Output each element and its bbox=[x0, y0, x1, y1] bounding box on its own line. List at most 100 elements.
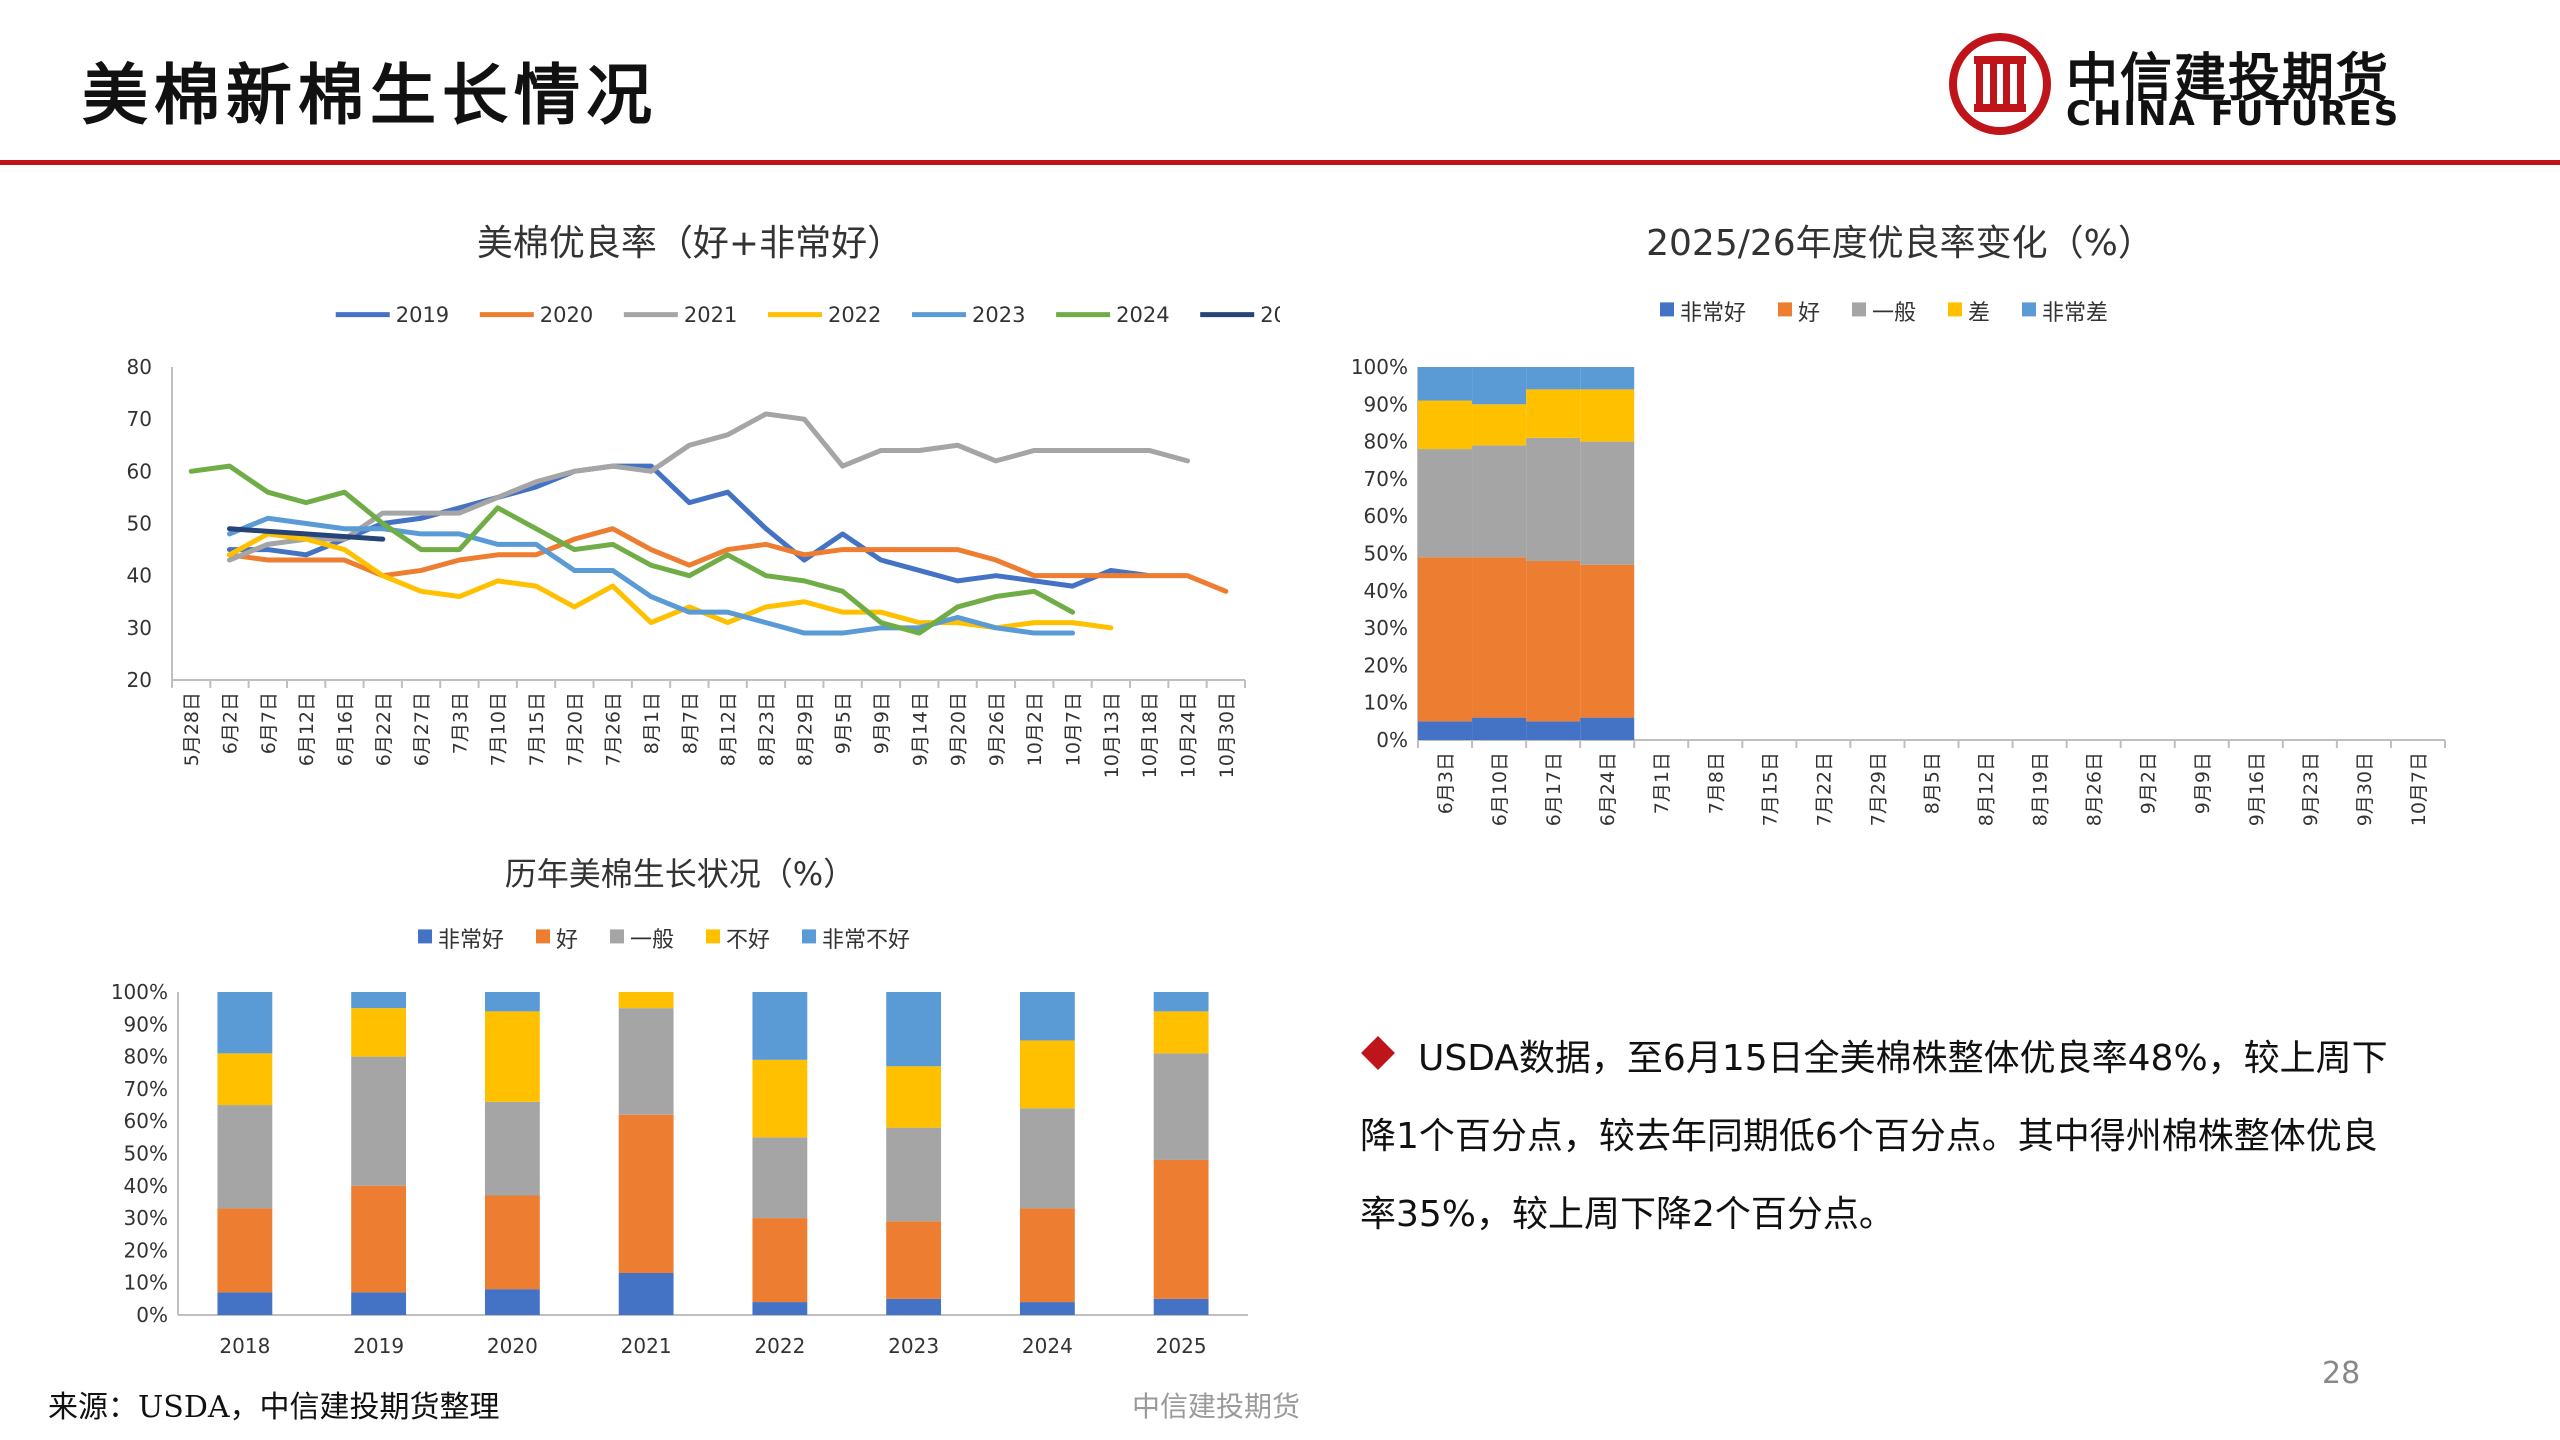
x-tick-label: 5月28日 bbox=[181, 692, 203, 766]
legend-label: 好 bbox=[556, 928, 578, 953]
bar-segment-好 bbox=[618, 1114, 674, 1274]
page-number: 28 bbox=[2322, 1356, 2361, 1391]
series-line-2021 bbox=[226, 411, 1191, 563]
y-tick-label: 50% bbox=[1364, 542, 1408, 566]
legend-label: 2025 bbox=[1260, 303, 1280, 327]
x-tick-label: 7月20日 bbox=[564, 692, 586, 766]
x-tick-label: 9月5日 bbox=[833, 692, 855, 754]
bar-segment-一般 bbox=[351, 1056, 407, 1186]
bar-segment-一般 bbox=[217, 1105, 273, 1209]
bar-segment-一般 bbox=[1580, 441, 1635, 565]
good-excellent-rate-line-chart: 美棉优良率（好+非常好） 2019 2020 2021 2022 2023 2024 2025… bbox=[127, 223, 1280, 778]
bar-segment-非常不好 bbox=[484, 992, 540, 1012]
y-tick-label: 90% bbox=[1364, 392, 1408, 416]
brand-name-en: CHINA FUTURES bbox=[2066, 94, 2401, 134]
x-tick-label: 8月23日 bbox=[756, 692, 778, 766]
header-rule bbox=[0, 160, 2560, 165]
bar-segment-好 bbox=[1418, 557, 1473, 722]
bar-segment-非常好 bbox=[1526, 721, 1581, 740]
footer-brand: 中信建投期货 bbox=[1132, 1390, 1301, 1423]
x-tick-label: 6月17日 bbox=[1543, 752, 1565, 826]
bar-segment-一般 bbox=[752, 1137, 808, 1219]
bar-segment-非常好 bbox=[351, 1292, 407, 1315]
bar-segment-非常不好 bbox=[351, 992, 407, 1009]
bar-segment-非常不好 bbox=[1019, 992, 1075, 1041]
legend-label: 非常差 bbox=[2042, 301, 2108, 326]
bar-segment-非常好 bbox=[752, 1302, 808, 1315]
x-tick-label: 9月23日 bbox=[2300, 752, 2322, 826]
x-tick-label: 6月10日 bbox=[1489, 752, 1511, 826]
x-tick-label: 7月1日 bbox=[1651, 752, 1673, 814]
series-line-2022 bbox=[226, 531, 1114, 631]
bar-segment-好 bbox=[1580, 564, 1635, 718]
y-tick-label: 0% bbox=[136, 1303, 168, 1327]
bar-segment-好 bbox=[1019, 1208, 1075, 1303]
y-tick-label: 10% bbox=[124, 1271, 168, 1295]
bar-segment-非常好 bbox=[1580, 717, 1635, 740]
legend-swatch bbox=[536, 929, 550, 944]
y-tick-label: 40% bbox=[1364, 579, 1408, 603]
y-tick-label: 20% bbox=[124, 1238, 168, 1262]
x-tick-label: 7月15日 bbox=[526, 692, 548, 766]
source-note: 来源：USDA，中信建投期货整理 bbox=[48, 1390, 500, 1425]
chart-title: 2025/26年度优良率变化（%） bbox=[1646, 223, 2154, 264]
bar-segment-不好 bbox=[886, 1066, 942, 1128]
x-tick-label: 9月20日 bbox=[948, 692, 970, 766]
y-tick-label: 60% bbox=[1364, 504, 1408, 528]
x-tick-label: 2024 bbox=[1022, 1334, 1073, 1358]
x-tick-label: 8月7日 bbox=[679, 692, 701, 754]
bar-segment-非常不好 bbox=[886, 992, 942, 1067]
x-tick-label: 7月8日 bbox=[1705, 752, 1727, 814]
legend-swatch bbox=[1660, 302, 1674, 317]
legend-label: 好 bbox=[1798, 301, 1820, 326]
bar-segment-一般 bbox=[1418, 449, 1473, 558]
x-tick-label: 10月18日 bbox=[1139, 692, 1161, 778]
legend-swatch bbox=[1948, 302, 1962, 317]
x-tick-label: 2018 bbox=[219, 1334, 270, 1358]
bar-segment-差 bbox=[1580, 389, 1635, 442]
bar-segment-好 bbox=[752, 1218, 808, 1303]
x-tick-label: 10月7日 bbox=[2408, 752, 2430, 826]
legend-label: 2021 bbox=[684, 303, 737, 327]
series-line-2020 bbox=[226, 526, 1229, 594]
x-tick-label: 8月12日 bbox=[1976, 752, 1998, 826]
bar-segment-非常差 bbox=[1580, 367, 1635, 390]
legend-swatch bbox=[610, 929, 624, 944]
y-tick-label: 60 bbox=[127, 459, 152, 483]
y-tick-label: 20 bbox=[127, 668, 152, 692]
bar-segment-非常差 bbox=[1526, 367, 1581, 390]
legend-swatch bbox=[418, 929, 432, 944]
legend-swatch bbox=[1852, 302, 1866, 317]
usda-commentary-text: USDA数据，至6月15日全美棉株整体优良率48%，较上周下降1个百分点，较去年… bbox=[1360, 1038, 2388, 1235]
y-tick-label: 90% bbox=[124, 1012, 168, 1036]
bar-segment-好 bbox=[484, 1195, 540, 1290]
x-tick-label: 6月27日 bbox=[411, 692, 433, 766]
x-tick-label: 6月3日 bbox=[1435, 752, 1457, 814]
season-2025-26-condition-chart: 2025/26年度优良率变化（%） 非常好 好 一般 差 非常差 100% 90% 80% 70%… bbox=[1351, 223, 2446, 826]
series-line-2025 bbox=[226, 526, 386, 542]
x-tick-label: 10月7日 bbox=[1063, 692, 1085, 766]
x-tick-label: 6月16日 bbox=[334, 692, 356, 766]
legend-label: 2024 bbox=[1116, 303, 1169, 327]
bar-segment-非常好 bbox=[217, 1292, 273, 1315]
x-tick-label: 6月22日 bbox=[373, 692, 395, 766]
bar-segment-非常好 bbox=[886, 1298, 942, 1315]
y-tick-label: 50 bbox=[127, 512, 152, 536]
x-tick-label: 6月24日 bbox=[1597, 752, 1619, 826]
y-tick-label: 10% bbox=[1364, 691, 1408, 715]
x-tick-label: 7月15日 bbox=[1759, 752, 1781, 826]
bar-segment-不好 bbox=[1153, 1011, 1209, 1054]
x-tick-label: 8月26日 bbox=[2084, 752, 2106, 826]
x-tick-label: 8月12日 bbox=[718, 692, 740, 766]
x-tick-label: 7月29日 bbox=[1867, 752, 1889, 826]
y-tick-label: 80% bbox=[124, 1045, 168, 1069]
bar-segment-非常好 bbox=[1153, 1298, 1209, 1315]
yearly-condition-stacked-chart: 历年美棉生长状况（%） 非常好 好 一般 不好 非常不好 100% 90% 80% 70% 60% 5… bbox=[111, 855, 1248, 1358]
x-tick-label: 8月19日 bbox=[2030, 752, 2052, 826]
y-tick-label: 70% bbox=[1364, 467, 1408, 491]
bar-segment-一般 bbox=[886, 1127, 942, 1222]
x-tick-label: 8月1日 bbox=[641, 692, 663, 754]
bar-segment-好 bbox=[351, 1185, 407, 1293]
bar-segment-非常好 bbox=[484, 1289, 540, 1315]
legend-label: 一般 bbox=[630, 928, 674, 953]
